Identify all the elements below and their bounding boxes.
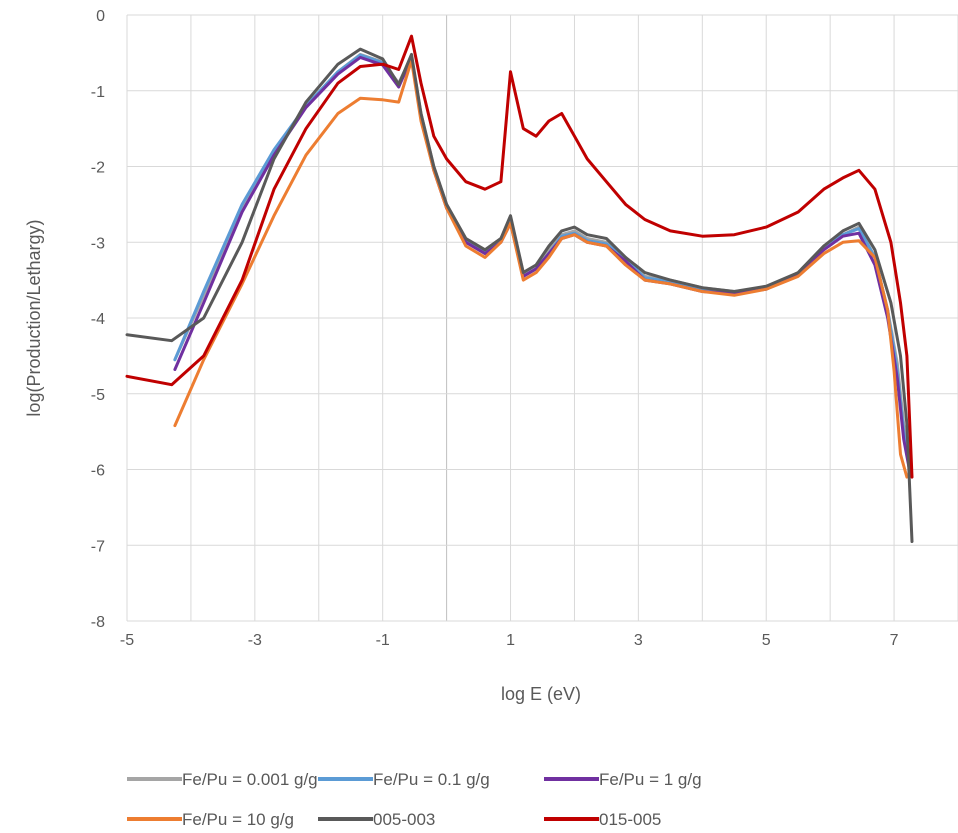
x-tick-label: -5 — [120, 632, 134, 649]
series-line-015-005 — [125, 34, 914, 479]
x-axis-title: log E (eV) — [501, 684, 581, 704]
series-line-fe-pu-1-g-g — [173, 55, 912, 475]
legend-label: Fe/Pu = 10 g/g — [182, 810, 294, 829]
legend-label: Fe/Pu = 1 g/g — [599, 770, 702, 789]
y-tick-label: 0 — [96, 8, 105, 25]
legend: Fe/Pu = 0.001 g/g Fe/Pu = 0.1 g/g Fe/Pu = … — [127, 770, 702, 829]
y-tick-label: -8 — [91, 614, 105, 631]
y-axis-ticks: 0 -1 -2 -3 -4 -5 -6 -7 -8 — [91, 8, 105, 631]
y-axis-title: log(Production/Lethargy) — [24, 219, 44, 416]
series-line-005-003 — [125, 47, 914, 543]
plot-area — [125, 34, 914, 543]
legend-item: Fe/Pu = 1 g/g — [544, 770, 702, 789]
x-tick-label: 1 — [506, 632, 515, 649]
x-tick-label: -1 — [376, 632, 390, 649]
y-tick-label: -3 — [91, 235, 105, 252]
x-tick-label: 5 — [762, 632, 771, 649]
series-line-fe-pu-10-g-g — [173, 58, 909, 479]
legend-label: Fe/Pu = 0.001 g/g — [182, 770, 318, 789]
legend-label: 015-005 — [599, 810, 661, 829]
legend-item: Fe/Pu = 0.1 g/g — [318, 770, 490, 789]
y-tick-label: -7 — [91, 538, 105, 555]
y-tick-label: -6 — [91, 463, 105, 480]
x-axis-ticks: -5 -3 -1 1 3 5 7 — [120, 632, 899, 649]
legend-label: Fe/Pu = 0.1 g/g — [373, 770, 490, 789]
x-tick-label: 3 — [634, 632, 643, 649]
legend-item: Fe/Pu = 0.001 g/g — [127, 770, 318, 789]
y-tick-label: -1 — [91, 84, 105, 101]
y-tick-label: -5 — [91, 387, 105, 404]
legend-label: 005-003 — [373, 810, 435, 829]
x-tick-label: -3 — [248, 632, 262, 649]
y-tick-label: -2 — [91, 160, 105, 177]
y-tick-label: -4 — [91, 311, 105, 328]
legend-item: Fe/Pu = 10 g/g — [127, 810, 294, 829]
legend-item: 015-005 — [544, 810, 661, 829]
legend-item: 005-003 — [318, 810, 435, 829]
x-tick-label: 7 — [890, 632, 899, 649]
gridlines — [126, 14, 958, 622]
